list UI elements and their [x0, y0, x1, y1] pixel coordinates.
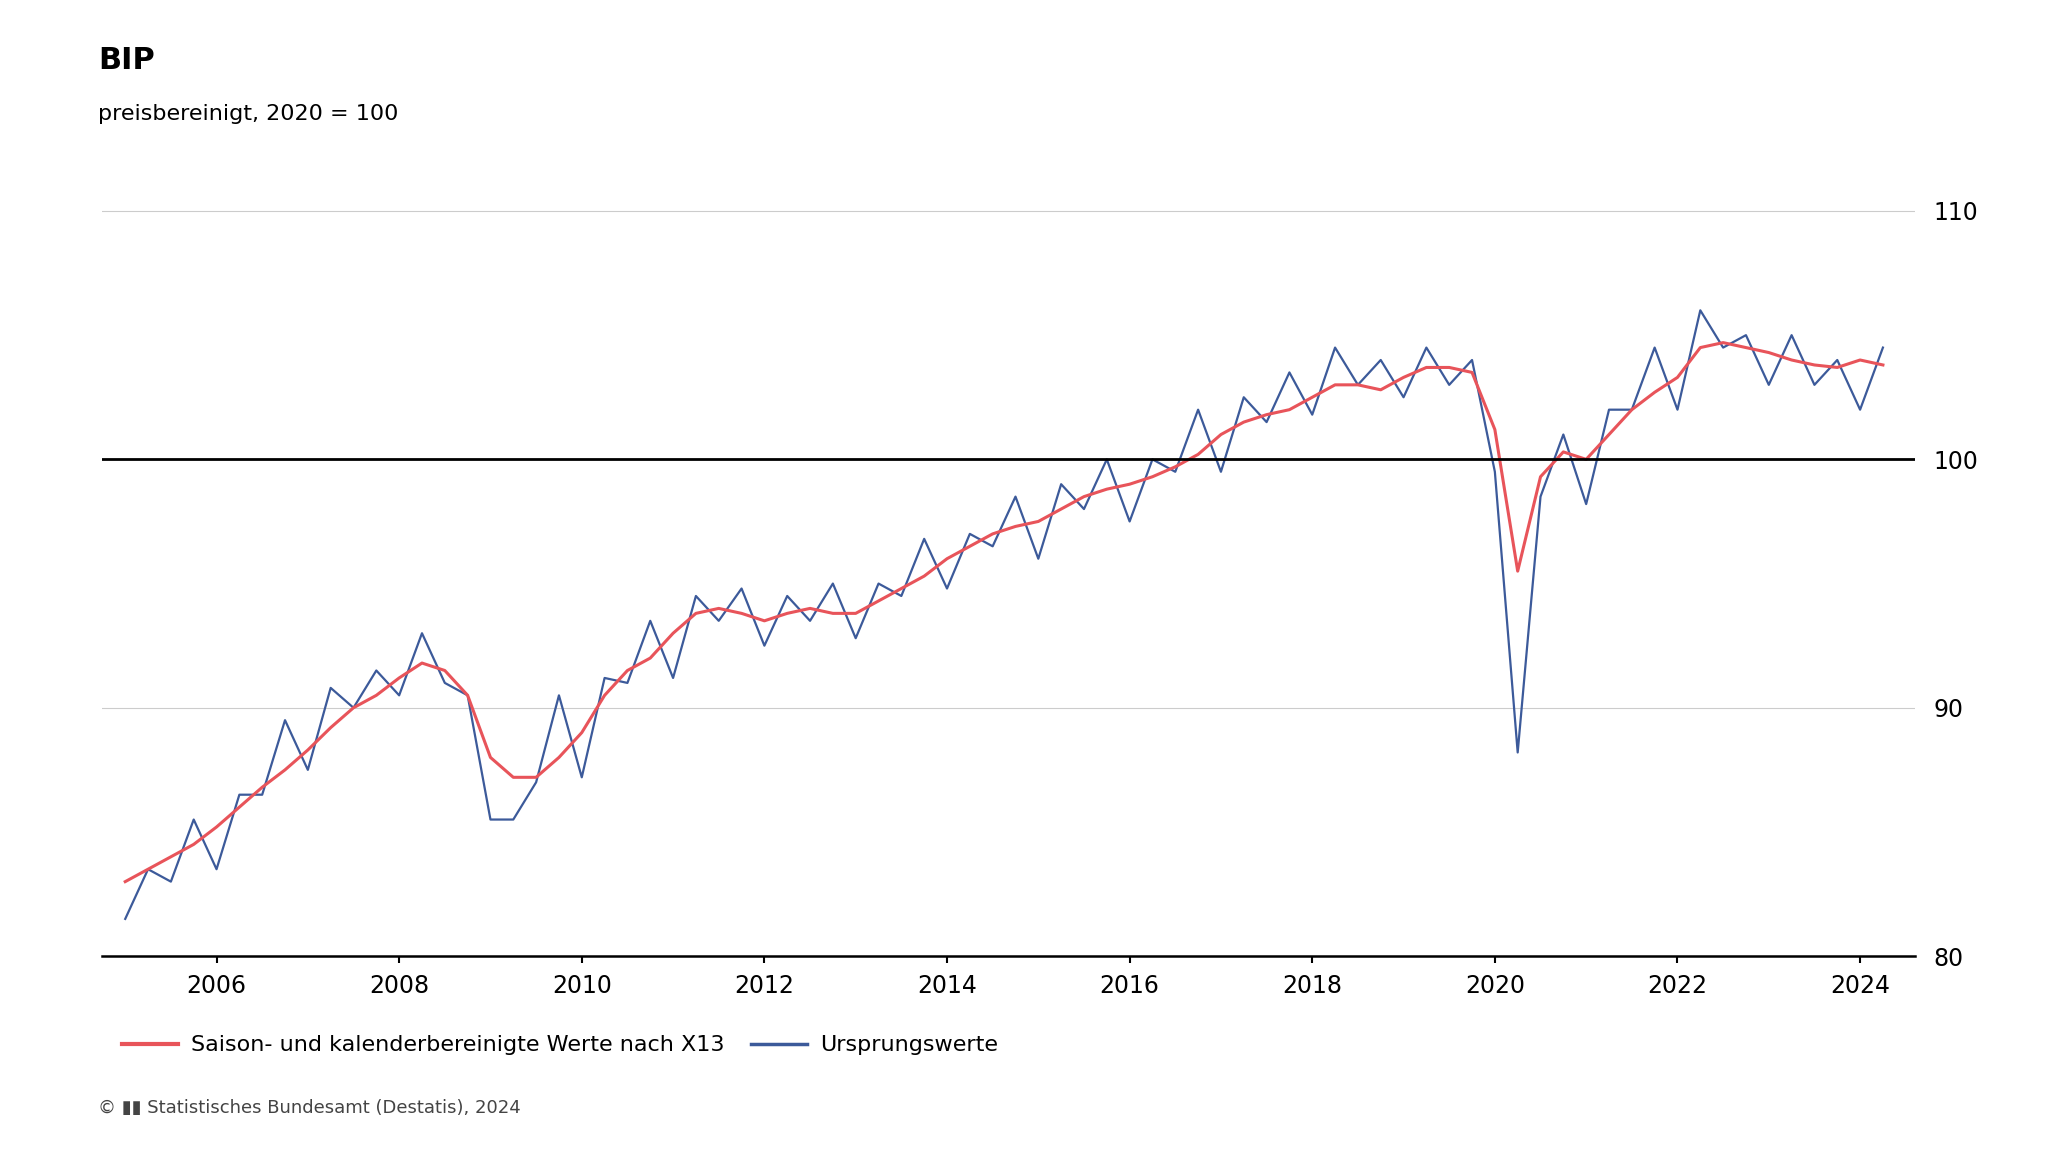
- Legend: Saison- und kalenderbereinigte Werte nach X13, Ursprungswerte: Saison- und kalenderbereinigte Werte nac…: [113, 1026, 1008, 1064]
- Text: © ▮▮ Statistisches Bundesamt (Destatis), 2024: © ▮▮ Statistisches Bundesamt (Destatis),…: [98, 1099, 520, 1117]
- Text: BIP: BIP: [98, 46, 156, 75]
- Text: preisbereinigt, 2020 = 100: preisbereinigt, 2020 = 100: [98, 104, 399, 123]
